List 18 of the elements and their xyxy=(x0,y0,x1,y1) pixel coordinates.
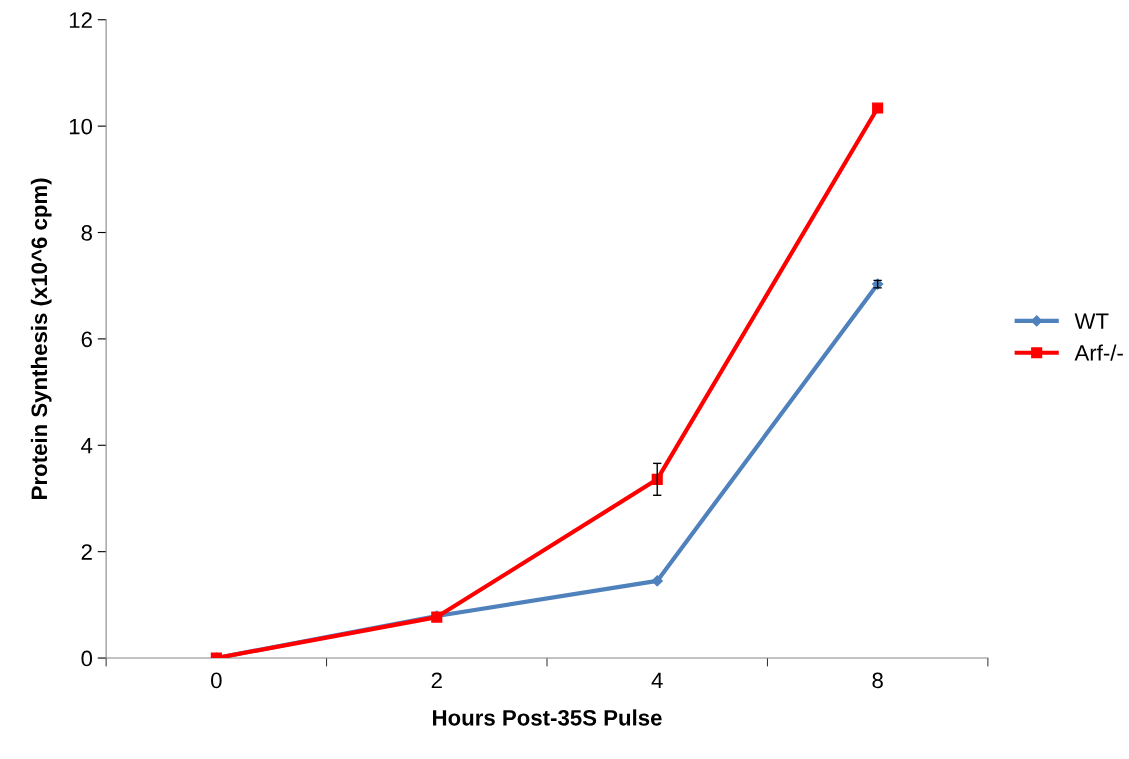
x-tick-label: 4 xyxy=(651,672,663,689)
point xyxy=(651,473,663,485)
y-tick-label: 0 xyxy=(81,650,93,667)
legend-label: Arf-/- xyxy=(1074,344,1123,361)
y-tick-label: 10 xyxy=(69,118,93,135)
y-axis-title: Protein Synthesis (x10^6 cpm) xyxy=(30,178,52,499)
y-tick-label: 12 xyxy=(69,12,92,28)
y-tick-label: 8 xyxy=(81,225,92,241)
x-tick-label: 8 xyxy=(872,672,883,689)
x-tick-label: 0 xyxy=(211,672,222,689)
legend-label: WT xyxy=(1074,313,1109,329)
point xyxy=(872,102,884,114)
x-tick-label: 2 xyxy=(431,672,442,689)
y-tick-label: 2 xyxy=(81,544,92,560)
x-axis-title: Hours Post-35S Pulse xyxy=(433,709,662,726)
point xyxy=(651,575,663,587)
y-tick-label: 6 xyxy=(81,331,92,348)
y-tick-label: 4 xyxy=(81,438,93,454)
